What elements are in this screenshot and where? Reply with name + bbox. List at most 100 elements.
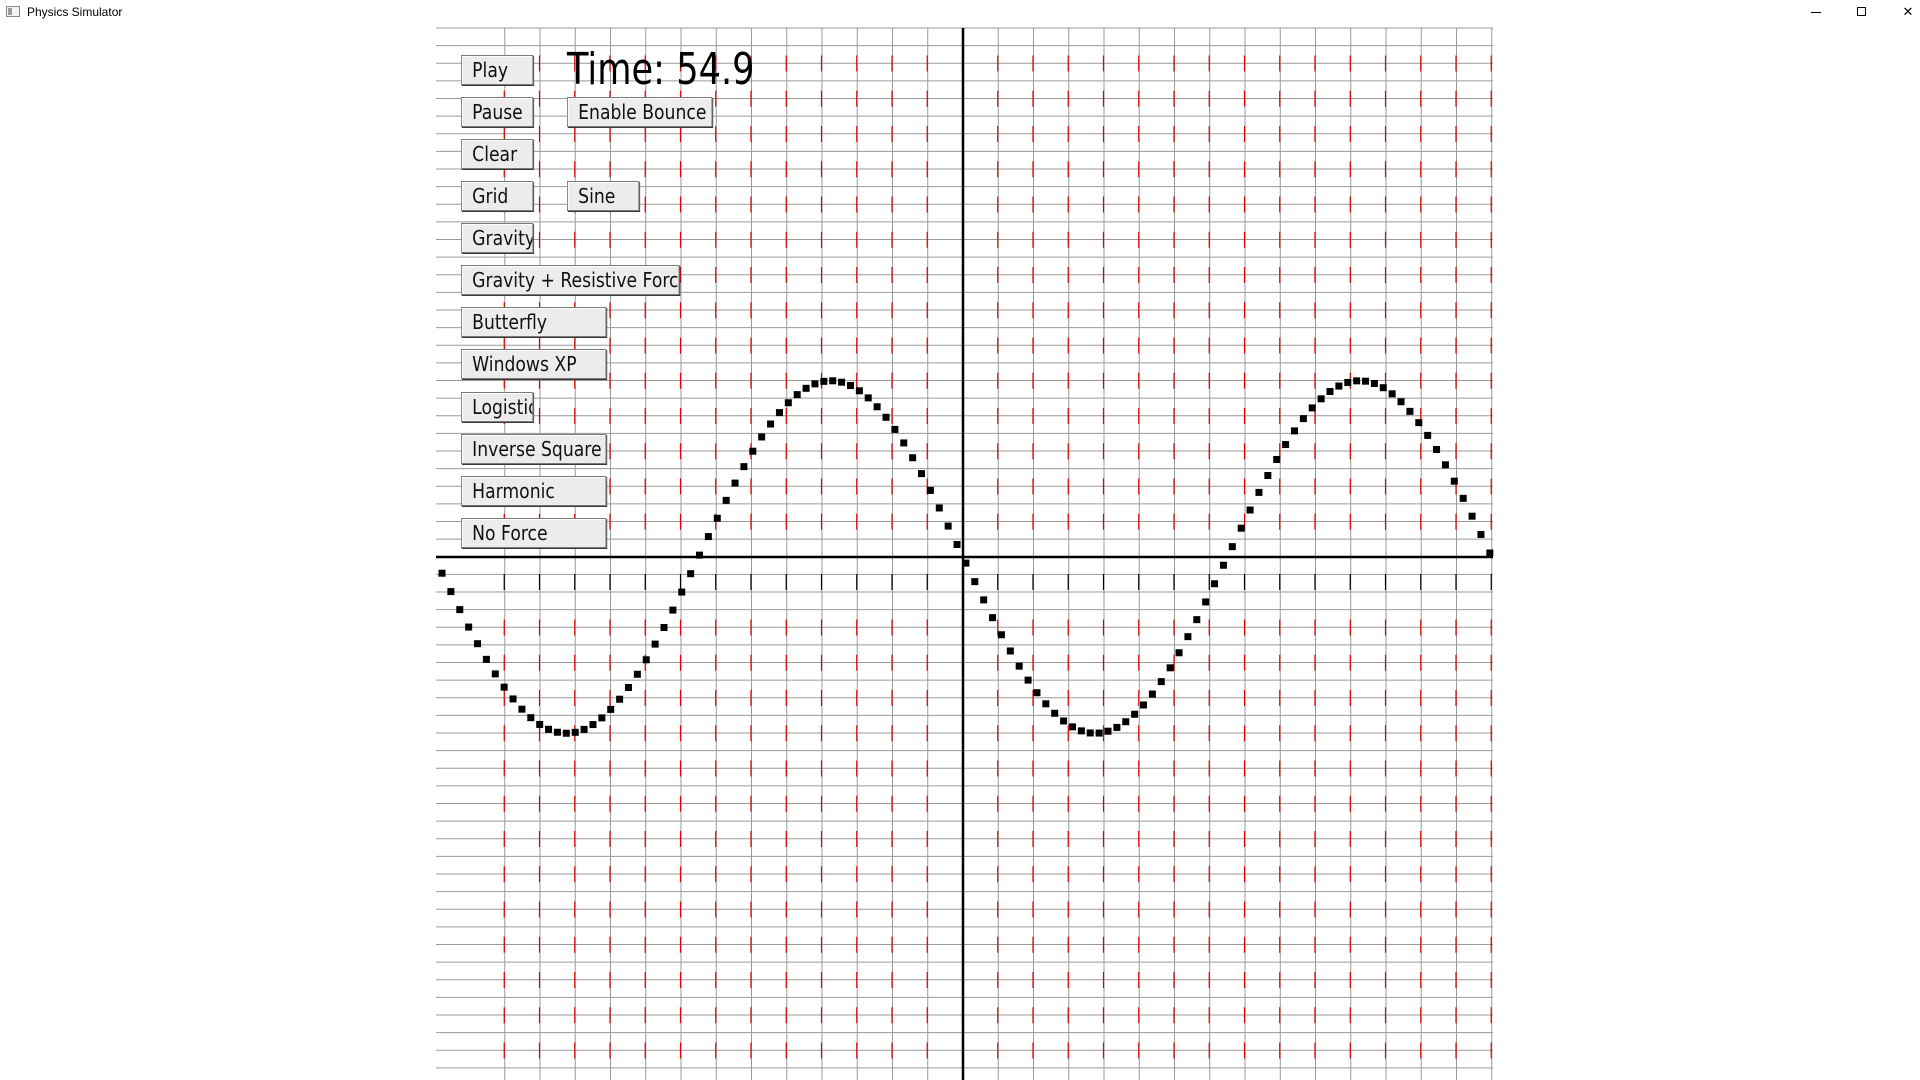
particle-point [1335,382,1343,390]
particle-point [509,695,517,703]
particle-point [1237,524,1245,532]
pause-button[interactable]: Pause [461,97,534,127]
minimize-button[interactable] [1793,0,1839,25]
particle-point [1468,512,1476,520]
particle-point [793,391,801,399]
particle-point [1095,729,1103,737]
particle-point [864,394,872,402]
close-button[interactable]: ✕ [1885,0,1920,25]
particle-point [580,725,588,733]
particle-point [980,596,988,604]
particle-point [820,377,828,385]
particle-point [1433,446,1441,454]
particle-point [1060,717,1068,725]
particle-point [1477,530,1485,538]
particle-point [918,470,926,478]
particle-point [829,377,837,385]
inverse-square-button[interactable]: Inverse Square [461,434,607,464]
particle-point [811,380,819,388]
particle-point [1397,398,1405,406]
particle-point [1131,710,1139,718]
particle-point [642,656,650,664]
maximize-button[interactable] [1839,0,1885,25]
particle-point [882,413,890,421]
particle-point [749,447,757,455]
tick-marks [503,55,1492,1059]
butterfly-button[interactable]: Butterfly [461,307,607,337]
particle-point [500,683,508,691]
title-bar[interactable]: Physics Simulator ✕ [0,0,1920,25]
particle-point [527,714,535,722]
particle-point [767,420,775,428]
particle-point [1166,664,1174,672]
particle-point [1104,727,1112,735]
particle-point [1441,461,1449,469]
particle-point [1015,662,1023,670]
logistic-button[interactable]: Logistic [461,392,534,422]
particle-point [1370,379,1378,387]
particle-point [1175,649,1183,657]
particle-point [731,479,739,487]
particle-point [758,433,766,441]
particle-point [1148,690,1156,698]
harmonic-button[interactable]: Harmonic [461,476,607,506]
app-icon [6,6,20,17]
particle-point [775,409,783,417]
particle-point [669,606,677,614]
grid-button[interactable]: Grid [461,181,534,211]
particle-point [1362,377,1370,385]
particle-point [1264,471,1272,479]
particle-point [1317,395,1325,403]
particle-point [1006,647,1014,655]
particle-point [1326,388,1334,396]
sine-button[interactable]: Sine [567,181,640,211]
particle-point [1486,549,1494,557]
gravity-resistive-force-button[interactable]: Gravity + Resistive Force [461,265,680,295]
particle-point [1077,727,1085,735]
particle-point [740,463,748,471]
particle-point [1353,377,1361,385]
gravity-button[interactable]: Gravity [461,223,534,253]
particle-point [598,714,606,722]
windows-xp-button[interactable]: Windows XP [461,349,607,379]
particle-point [1211,580,1219,588]
no-force-button[interactable]: No Force [461,518,607,548]
particle-point [616,695,624,703]
particle-point [1140,701,1148,709]
particle-point [1184,633,1192,641]
particle-point [1406,407,1414,415]
particle-point [962,559,970,567]
particle-point [553,728,561,736]
particle-point [1193,616,1201,624]
particle-point [713,514,721,522]
particle-point [722,496,730,504]
particle-point [633,670,641,678]
particle-point [491,670,499,678]
particle-point [873,403,881,411]
particle-point [660,623,668,631]
particle-point [1024,676,1032,684]
sine-points [438,377,1494,737]
play-button[interactable]: Play [461,55,534,85]
particle-point [1086,729,1094,737]
particle-point [1459,494,1467,502]
particle-point [571,728,579,736]
particle-point [1379,384,1387,392]
particle-point [1202,598,1210,606]
particle-point [447,588,455,596]
clear-button[interactable]: Clear [461,139,534,169]
particle-point [562,729,570,737]
particle-point [997,631,1005,639]
particle-point [1450,477,1458,485]
minimize-icon [1811,12,1821,13]
particle-point [536,720,544,728]
particle-point [1219,561,1227,569]
particle-point [846,382,854,390]
enable-bounce-button[interactable]: Enable Bounce [567,97,713,127]
particle-point [465,623,473,631]
particle-point [1033,689,1041,697]
particle-point [1157,678,1165,686]
close-icon: ✕ [1902,5,1914,20]
particle-point [802,384,810,392]
